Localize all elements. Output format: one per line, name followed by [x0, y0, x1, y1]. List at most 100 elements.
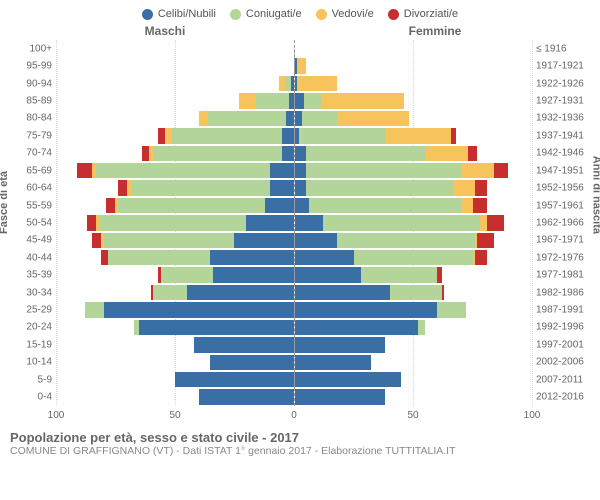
male-bar	[56, 388, 295, 405]
age-label: 40-44	[16, 252, 52, 263]
bar-segment	[480, 215, 487, 230]
bar-segment	[158, 128, 165, 143]
male-bar	[56, 336, 295, 353]
bar-segment	[494, 163, 508, 178]
bar-segment	[194, 337, 294, 352]
male-bar	[56, 110, 295, 127]
bar-segment	[295, 320, 419, 335]
bar-segment	[199, 389, 294, 404]
bar-segment	[295, 215, 324, 230]
bar-segment	[265, 198, 294, 213]
bar-segment	[461, 198, 473, 213]
bar-segment	[210, 355, 293, 370]
legend-label: Coniugati/e	[246, 8, 302, 20]
bar-segment	[295, 180, 307, 195]
bar-segment	[270, 180, 294, 195]
bar-segment	[442, 285, 444, 300]
bar-segment	[295, 250, 354, 265]
bar-segment	[295, 93, 305, 108]
legend: Celibi/NubiliConiugati/eVedovi/eDivorzia…	[0, 0, 600, 20]
y-axis-right-title: Anni di nascita	[590, 156, 600, 234]
birth-year-label: 2012-2016	[536, 392, 588, 403]
female-bar	[295, 354, 533, 371]
bar-segment	[304, 93, 321, 108]
x-tick-label: 50	[407, 410, 418, 421]
female-bar	[295, 92, 533, 109]
bar-segment	[295, 372, 402, 387]
age-row: 65-691947-1951	[56, 162, 532, 179]
birth-year-label: 1927-1931	[536, 95, 588, 106]
bar-segment	[295, 355, 371, 370]
bar-segment	[295, 111, 302, 126]
bar-segment	[165, 128, 172, 143]
bar-segment	[295, 198, 309, 213]
age-row: 90-941922-1926	[56, 75, 532, 92]
bar-segment	[234, 233, 293, 248]
birth-year-label: 1962-1966	[536, 217, 588, 228]
bar-segment	[475, 250, 487, 265]
bar-segment	[161, 267, 213, 282]
bar-segment	[295, 146, 307, 161]
bar-segment	[246, 215, 294, 230]
age-label: 15-19	[16, 339, 52, 350]
bar-segment	[270, 163, 294, 178]
bar-segment	[108, 250, 210, 265]
age-row: 40-441972-1976	[56, 249, 532, 266]
female-bar	[295, 232, 533, 249]
birth-year-label: ≤ 1916	[536, 43, 588, 54]
age-label: 75-79	[16, 130, 52, 141]
bar-segment	[295, 233, 338, 248]
bar-segment	[451, 128, 456, 143]
bar-segment	[309, 198, 461, 213]
bar-segment	[323, 215, 480, 230]
birth-year-label: 1977-1981	[536, 270, 588, 281]
bar-segment	[297, 58, 307, 73]
age-row: 35-391977-1981	[56, 266, 532, 283]
population-pyramid: Fasce di età Anni di nascita 100+≤ 19169…	[8, 40, 592, 428]
female-bar	[295, 57, 533, 74]
male-bar	[56, 354, 295, 371]
bar-segment	[295, 285, 390, 300]
bar-segment	[153, 285, 186, 300]
bar-segment	[390, 285, 442, 300]
female-bar	[295, 336, 533, 353]
male-bar	[56, 127, 295, 144]
bar-segment	[299, 128, 385, 143]
bar-segment	[104, 302, 294, 317]
bar-segment	[295, 267, 362, 282]
legend-item: Coniugati/e	[230, 8, 302, 20]
gender-headers: Maschi Femmine	[0, 20, 600, 38]
bar-segment	[199, 111, 209, 126]
age-label: 95-99	[16, 61, 52, 72]
birth-year-label: 1957-1961	[536, 200, 588, 211]
bar-segment	[213, 267, 294, 282]
bar-segment	[256, 93, 289, 108]
bar-segment	[132, 180, 270, 195]
header-male: Maschi	[0, 24, 300, 38]
age-label: 30-34	[16, 287, 52, 298]
age-row: 0-42012-2016	[56, 388, 532, 405]
female-bar	[295, 319, 533, 336]
age-row: 55-591957-1961	[56, 197, 532, 214]
age-label: 70-74	[16, 148, 52, 159]
bar-segment	[175, 372, 294, 387]
female-bar	[295, 214, 533, 231]
birth-year-label: 1972-1976	[536, 252, 588, 263]
male-bar	[56, 371, 295, 388]
bar-segment	[473, 198, 487, 213]
age-label: 10-14	[16, 357, 52, 368]
bar-segment	[302, 111, 338, 126]
age-row: 15-191997-2001	[56, 336, 532, 353]
female-bar	[295, 301, 533, 318]
y-axis-left-title: Fasce di età	[0, 171, 10, 234]
bar-segment	[475, 180, 487, 195]
age-label: 25-29	[16, 305, 52, 316]
age-label: 50-54	[16, 217, 52, 228]
legend-swatch	[388, 9, 399, 20]
male-bar	[56, 266, 295, 283]
legend-label: Celibi/Nubili	[158, 8, 216, 20]
bar-segment	[87, 215, 97, 230]
bar-segment	[337, 111, 408, 126]
bar-segment	[282, 128, 294, 143]
legend-label: Vedovi/e	[332, 8, 374, 20]
